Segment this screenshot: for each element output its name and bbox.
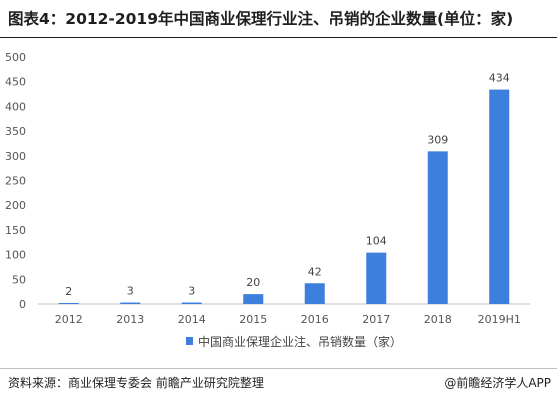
bar — [120, 302, 141, 304]
y-tick-label: 200 — [5, 199, 26, 212]
y-tick-label: 0 — [19, 298, 26, 311]
footer-divider — [0, 368, 557, 369]
x-tick-label: 2019H1 — [478, 313, 521, 326]
x-tick-label: 2018 — [424, 313, 452, 326]
bar — [366, 252, 387, 304]
chart-title: 图表4：2012-2019年中国商业保理行业注、吊销的企业数量(单位：家) — [8, 10, 514, 28]
bar — [489, 89, 510, 304]
source-note: 资料来源：商业保理专委会 前瞻产业研究院整理 — [8, 376, 264, 390]
x-tick-label: 2015 — [239, 313, 267, 326]
x-tick-label: 2017 — [362, 313, 390, 326]
data-label: 3 — [127, 285, 134, 298]
x-tick-label: 2012 — [55, 313, 83, 326]
data-label: 20 — [246, 276, 260, 289]
data-label: 104 — [366, 235, 387, 248]
x-tick-label: 2016 — [301, 313, 329, 326]
data-label: 434 — [489, 72, 510, 85]
y-tick-label: 350 — [5, 125, 26, 138]
data-label: 3 — [188, 285, 195, 298]
y-tick-label: 150 — [5, 224, 26, 237]
y-tick-label: 400 — [5, 100, 26, 113]
bar — [181, 302, 202, 304]
bar — [243, 294, 264, 304]
y-tick-label: 300 — [5, 150, 26, 163]
bar — [427, 151, 448, 304]
bar — [58, 303, 79, 304]
bar-chart: 0 50 100 150 200 250 300 350 400 450 500 2 2012 3 2013… — [5, 51, 530, 349]
y-tick-label: 100 — [5, 249, 26, 262]
y-tick-label: 450 — [5, 76, 26, 89]
y-tick-label: 500 — [5, 51, 26, 64]
data-label: 2 — [65, 285, 72, 298]
legend-swatch — [185, 337, 193, 345]
x-tick-label: 2014 — [178, 313, 206, 326]
title-divider — [0, 37, 557, 38]
legend-label: 中国商业保理企业注、吊销数量（家） — [198, 334, 402, 349]
bar — [304, 283, 325, 304]
x-tick-label: 2013 — [116, 313, 144, 326]
credit-note: @前瞻经济学人APP — [444, 376, 551, 390]
y-tick-label: 250 — [5, 175, 26, 188]
data-label: 42 — [308, 265, 322, 278]
y-tick-label: 50 — [12, 273, 26, 286]
data-label: 309 — [427, 133, 448, 146]
